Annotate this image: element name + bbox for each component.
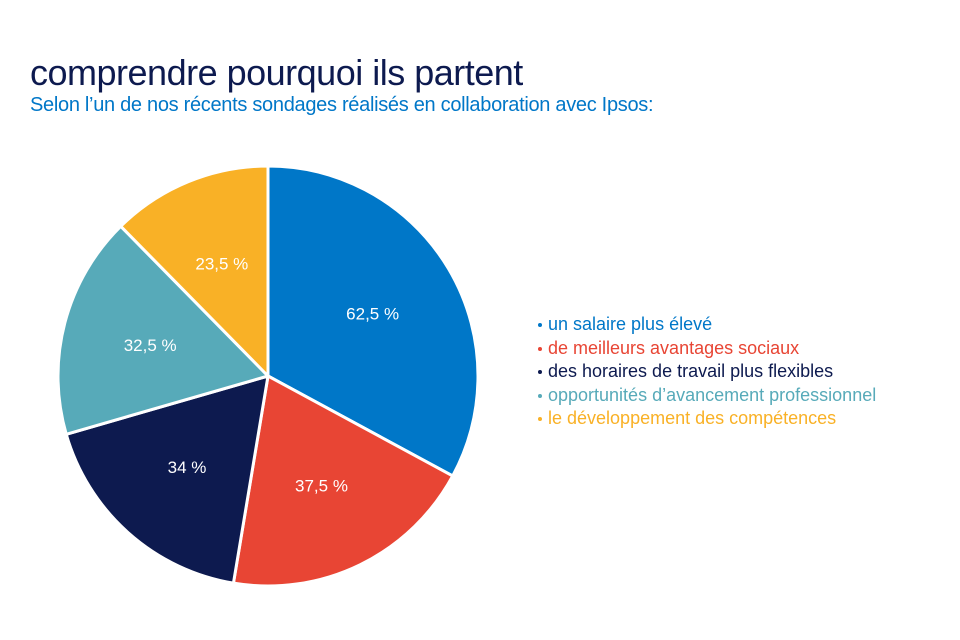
slice-data-label: 34 %	[168, 458, 207, 477]
slice-data-label: 23,5 %	[195, 254, 248, 273]
bullet-icon	[538, 346, 542, 351]
chart-title: comprendre pourquoi ils partent	[30, 52, 523, 93]
pie-slice	[56, 224, 270, 436]
pie-slice	[231, 374, 455, 588]
legend-label: opportunités d’avancement professionnel	[548, 384, 877, 405]
legend-item: un salaire plus élevé	[538, 313, 876, 337]
legend-item: le développement des compétences	[538, 407, 876, 431]
pie-slice	[119, 164, 270, 378]
pie-slice	[266, 164, 480, 478]
bullet-icon	[538, 417, 542, 422]
legend-label: des horaires de travail plus flexibles	[548, 361, 834, 381]
bullet-icon	[538, 323, 542, 328]
legend-label: le développement des compétences	[548, 408, 837, 428]
legend: un salaire plus élevé de meilleurs avanta…	[538, 313, 876, 431]
slice-data-label: 37,5 %	[295, 476, 348, 495]
bullet-icon	[538, 370, 542, 375]
pie-slice	[64, 374, 270, 585]
chart-subtitle: Selon l’un de nos récents sondages réali…	[30, 94, 654, 116]
legend-item: des horaires de travail plus flexibles	[538, 360, 876, 384]
bullet-icon	[538, 393, 542, 398]
legend-label: un salaire plus élevé	[548, 314, 713, 334]
legend-label: de meilleurs avantages sociaux	[548, 337, 800, 358]
slice-data-label: 62,5 %	[346, 305, 399, 324]
legend-item: de meilleurs avantages sociaux	[538, 337, 876, 361]
slice-data-label: 32,5 %	[124, 336, 177, 355]
legend-item: opportunités d’avancement professionnel	[538, 384, 876, 408]
